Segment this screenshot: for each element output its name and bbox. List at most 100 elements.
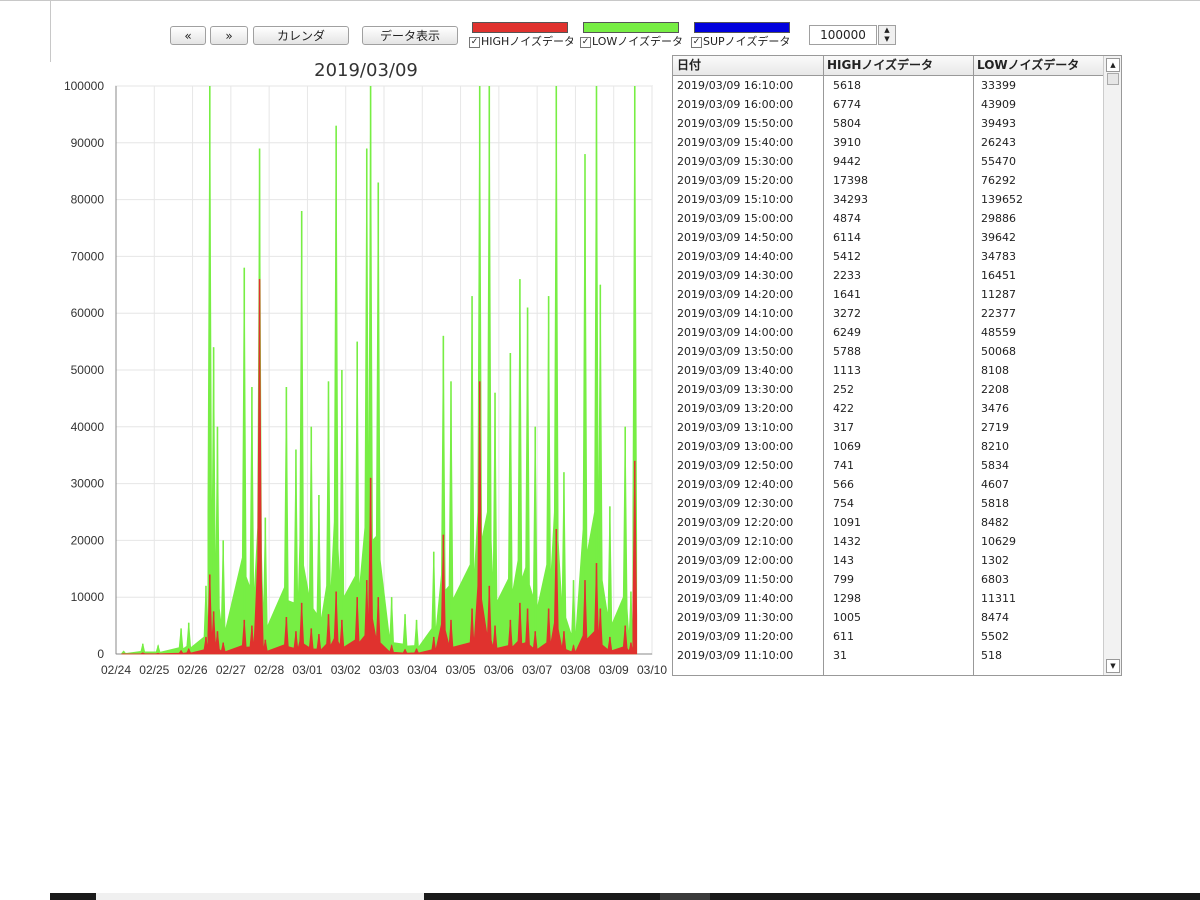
next-button[interactable]: » <box>210 26 248 45</box>
cell-low: 8108 <box>981 364 1009 377</box>
low-noise-checkbox[interactable]: ✓ LOWノイズデータ <box>580 35 684 49</box>
cell-date: 2019/03/09 15:30:00 <box>677 155 794 168</box>
col-header-date[interactable]: 日付 <box>677 58 702 72</box>
cell-high: 422 <box>833 402 854 415</box>
cell-date: 2019/03/09 11:20:00 <box>677 630 794 643</box>
cell-high: 34293 <box>833 193 868 206</box>
table-row[interactable]: 2019/03/09 13:10:00 317 2719 <box>673 418 1105 437</box>
y-tick-label: 40000 <box>71 420 105 434</box>
cell-date: 2019/03/09 12:40:00 <box>677 478 794 491</box>
table-row[interactable]: 2019/03/09 12:50:00 741 5834 <box>673 456 1105 475</box>
table-row[interactable]: 2019/03/09 13:50:00 5788 50068 <box>673 342 1105 361</box>
table-row[interactable]: 2019/03/09 13:40:00 1113 8108 <box>673 361 1105 380</box>
table-row[interactable]: 2019/03/09 15:00:00 4874 29886 <box>673 209 1105 228</box>
sup-noise-checkbox[interactable]: ✓ SUPノイズデータ <box>691 35 795 49</box>
prev-button[interactable]: « <box>170 26 206 45</box>
col-header-high[interactable]: HIGHノイズデータ <box>827 58 934 72</box>
scroll-down-icon[interactable]: ▼ <box>1106 659 1120 673</box>
cell-date: 2019/03/09 13:40:00 <box>677 364 794 377</box>
cell-date: 2019/03/09 14:30:00 <box>677 269 794 282</box>
checkmark-icon: ✓ <box>580 36 591 48</box>
scroll-thumb[interactable] <box>1107 73 1119 85</box>
cell-low: 8474 <box>981 611 1009 624</box>
cell-high: 1432 <box>833 535 861 548</box>
spin-up-icon[interactable]: ▲ <box>884 26 890 34</box>
cell-high: 6774 <box>833 98 861 111</box>
table-row[interactable]: 2019/03/09 11:20:00 611 5502 <box>673 627 1105 646</box>
cell-high: 2233 <box>833 269 861 282</box>
data-display-button[interactable]: データ表示 <box>362 26 458 45</box>
table-row[interactable]: 2019/03/09 12:20:00 1091 8482 <box>673 513 1105 532</box>
cell-high: 4874 <box>833 212 861 225</box>
table-row[interactable]: 2019/03/09 15:20:00 17398 76292 <box>673 171 1105 190</box>
cell-date: 2019/03/09 14:40:00 <box>677 250 794 263</box>
ymax-stepper[interactable]: ▲ ▼ <box>878 25 896 45</box>
table-row[interactable]: 2019/03/09 15:30:00 9442 55470 <box>673 152 1105 171</box>
col-header-low[interactable]: LOWノイズデータ <box>977 58 1080 72</box>
table-row[interactable]: 2019/03/09 13:30:00 252 2208 <box>673 380 1105 399</box>
x-tick-label: 03/06 <box>484 663 514 677</box>
table-row[interactable]: 2019/03/09 14:30:00 2233 16451 <box>673 266 1105 285</box>
table-body: 2019/03/09 16:10:00 5618 33399 2019/03/09 1… <box>673 76 1105 675</box>
y-tick-label: 100000 <box>64 79 104 93</box>
table-row[interactable]: 2019/03/09 11:10:00 31 518 <box>673 646 1105 665</box>
cell-date: 2019/03/09 12:10:00 <box>677 535 794 548</box>
table-row[interactable]: 2019/03/09 14:10:00 3272 22377 <box>673 304 1105 323</box>
cell-date: 2019/03/09 14:00:00 <box>677 326 794 339</box>
calendar-button[interactable]: カレンダ <box>253 26 349 45</box>
table-row[interactable]: 2019/03/09 14:50:00 6114 39642 <box>673 228 1105 247</box>
table-row[interactable]: 2019/03/09 12:40:00 566 4607 <box>673 475 1105 494</box>
table-row[interactable]: 2019/03/09 15:50:00 5804 39493 <box>673 114 1105 133</box>
table-row[interactable]: 2019/03/09 13:20:00 422 3476 <box>673 399 1105 418</box>
x-tick-label: 03/07 <box>522 663 552 677</box>
column-divider <box>823 56 824 675</box>
table-row[interactable]: 2019/03/09 15:40:00 3910 26243 <box>673 133 1105 152</box>
cell-high: 754 <box>833 497 854 510</box>
x-tick-label: 02/26 <box>178 663 208 677</box>
toolbar: « » カレンダ データ表示 ✓ HIGHノイズデータ ✓ LOWノイズデータ ✓ S… <box>0 0 1200 60</box>
table-row[interactable]: 2019/03/09 13:00:00 1069 8210 <box>673 437 1105 456</box>
y-tick-label: 90000 <box>71 136 105 150</box>
cell-date: 2019/03/09 12:30:00 <box>677 497 794 510</box>
checkmark-icon: ✓ <box>469 36 480 48</box>
table-row[interactable]: 2019/03/09 12:30:00 754 5818 <box>673 494 1105 513</box>
cell-low: 76292 <box>981 174 1016 187</box>
x-tick-label: 03/10 <box>637 663 667 677</box>
cell-high: 5412 <box>833 250 861 263</box>
table-row[interactable]: 2019/03/09 16:00:00 6774 43909 <box>673 95 1105 114</box>
y-tick-label: 30000 <box>71 477 105 491</box>
y-tick-label: 10000 <box>71 590 105 604</box>
table-row[interactable]: 2019/03/09 12:10:00 1432 10629 <box>673 532 1105 551</box>
spin-down-icon[interactable]: ▼ <box>884 35 890 43</box>
table-row[interactable]: 2019/03/09 12:00:00 143 1302 <box>673 551 1105 570</box>
table-row[interactable]: 2019/03/09 11:40:00 1298 11311 <box>673 589 1105 608</box>
table-row[interactable]: 2019/03/09 11:30:00 1005 8474 <box>673 608 1105 627</box>
cell-high: 3910 <box>833 136 861 149</box>
column-divider <box>973 56 974 675</box>
cell-low: 26243 <box>981 136 1016 149</box>
ymax-input[interactable]: 100000 <box>809 25 877 45</box>
scroll-up-icon[interactable]: ▲ <box>1106 58 1120 72</box>
high-noise-checkbox[interactable]: ✓ HIGHノイズデータ <box>469 35 573 49</box>
cell-high: 1641 <box>833 288 861 301</box>
cell-low: 11287 <box>981 288 1016 301</box>
checkmark-icon: ✓ <box>691 36 702 48</box>
table-row[interactable]: 2019/03/09 14:20:00 1641 11287 <box>673 285 1105 304</box>
table-row[interactable]: 2019/03/09 14:00:00 6249 48559 <box>673 323 1105 342</box>
table-row[interactable]: 2019/03/09 16:10:00 5618 33399 <box>673 76 1105 95</box>
cell-low: 4607 <box>981 478 1009 491</box>
chart-title: 2019/03/09 <box>314 60 418 81</box>
cell-high: 566 <box>833 478 854 491</box>
cell-date: 2019/03/09 15:50:00 <box>677 117 794 130</box>
table-row[interactable]: 2019/03/09 14:40:00 5412 34783 <box>673 247 1105 266</box>
cell-date: 2019/03/09 11:40:00 <box>677 592 794 605</box>
table-row[interactable]: 2019/03/09 15:10:00 34293 139652 <box>673 190 1105 209</box>
cell-low: 6803 <box>981 573 1009 586</box>
table-row[interactable]: 2019/03/09 11:50:00 799 6803 <box>673 570 1105 589</box>
high-noise-swatch <box>472 22 568 33</box>
cell-date: 2019/03/09 14:50:00 <box>677 231 794 244</box>
x-tick-label: 03/01 <box>292 663 322 677</box>
cell-high: 5804 <box>833 117 861 130</box>
taskbar-segment <box>96 893 424 900</box>
table-scrollbar[interactable]: ▲ ▼ <box>1103 56 1121 675</box>
